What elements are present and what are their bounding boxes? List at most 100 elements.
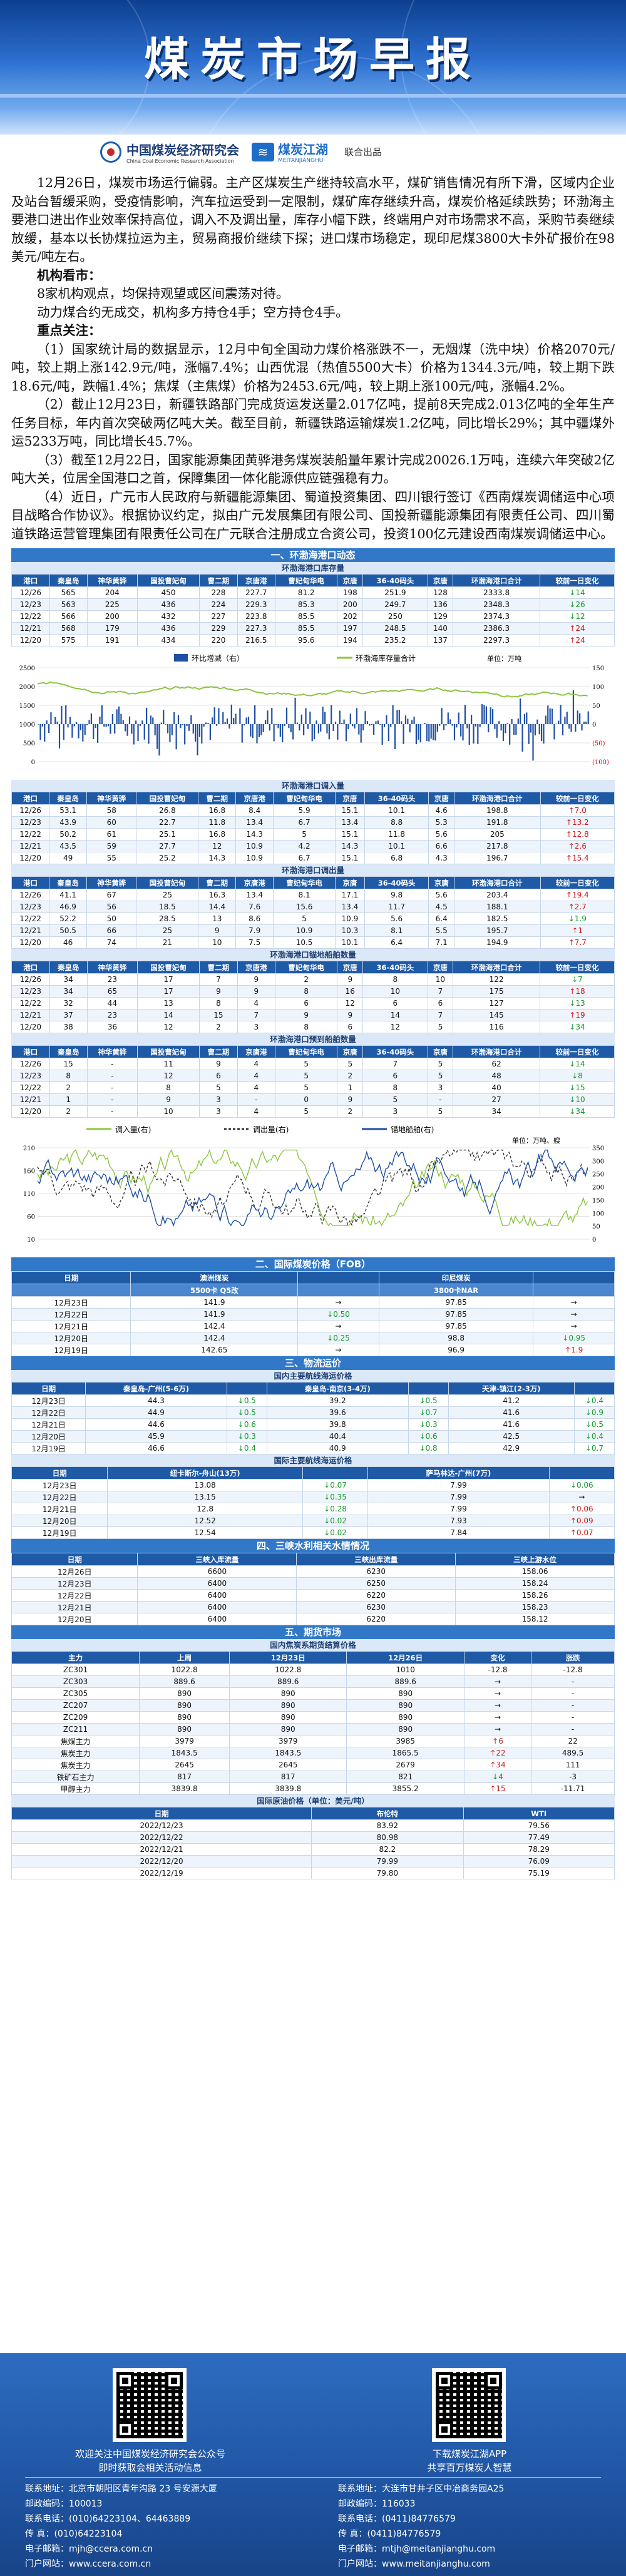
table-cell: 15.6 — [273, 901, 336, 913]
table-cell: 1865.5 — [346, 1747, 464, 1759]
table-row: 12/23 8-12 6 4 5 2 6 5 48 ↓8 — [11, 1070, 615, 1082]
table-cell: 44.6 — [85, 1418, 227, 1431]
table-cell: 1 — [337, 1081, 364, 1094]
table-cell: 4.5 — [428, 901, 454, 913]
column-header: 三峡入库流量 — [137, 1553, 297, 1566]
table-cell: 200 — [86, 610, 138, 623]
table-cell: 9.8 — [364, 889, 429, 901]
table-cell: 158.26 — [455, 1589, 615, 1602]
table-cell: 67 — [86, 889, 137, 901]
news-item-2: （2）截止12月23日，新疆铁路部门完成货运发送量2.017亿吨，提前8天完成2… — [11, 397, 615, 449]
change-bar — [570, 724, 572, 732]
table-cell: ↑7.0 — [540, 804, 615, 817]
table-cell: 39.6 — [266, 1406, 409, 1419]
table-cell: 7.6 — [235, 901, 274, 913]
change-bar — [307, 724, 309, 729]
table-cell: 890 — [346, 1699, 464, 1712]
table-cell: 6400 — [137, 1577, 297, 1590]
table-cell: 5.6 — [428, 828, 454, 841]
change-bar — [215, 724, 218, 726]
table-cell: 13.4 — [334, 901, 365, 913]
table-cell: ↓0.7 — [408, 1406, 449, 1419]
column-header: 港口 — [11, 876, 50, 889]
table-cell: 16 — [337, 985, 364, 998]
change-bar — [379, 724, 381, 725]
y-tick-label: 2000 — [19, 684, 35, 691]
change-bar — [392, 705, 394, 724]
change-bar — [110, 724, 111, 734]
column-header: 日期 — [11, 1382, 86, 1395]
table-cell: 6400 — [137, 1613, 297, 1625]
table-cell: 21 — [136, 936, 199, 949]
change-bar — [566, 712, 568, 724]
table-cell: 227 — [199, 610, 238, 623]
change-bar — [175, 724, 177, 750]
chart-unit: 单位：万吨 — [487, 654, 521, 663]
table-cell: ↑7.7 — [540, 936, 615, 949]
change-bar — [496, 724, 498, 738]
table-cell: 3839.8 — [229, 1782, 347, 1795]
table-cell: 7.5 — [235, 936, 274, 949]
table-cell: 5 — [362, 1093, 428, 1106]
column-header: 港口 — [11, 1045, 50, 1058]
change-bar — [247, 717, 250, 724]
futures-table: 主力 上周 12月23日 12月26日 变化 涨跌 ZC301 1022.8 1022.8 101… — [11, 1651, 615, 1795]
table-row: 12/22 566 200 432 227 223.8 85.5 202 250 129 2374.… — [11, 610, 615, 623]
column-header: 神华黄骅 — [86, 574, 138, 587]
table-cell: 7.1 — [428, 936, 454, 949]
change-bar — [577, 710, 578, 724]
change-bar — [224, 722, 226, 724]
change-bar — [553, 724, 555, 740]
table-cell: 122 — [453, 973, 540, 986]
table-cell: ↓10 — [539, 1093, 615, 1106]
table-cell: 1010 — [346, 1664, 464, 1676]
table-cell: 40.4 — [266, 1430, 409, 1443]
change-bar — [198, 724, 201, 737]
ccera-contact: 联系地址：北京市朝阳区青年沟路 23 号安源大厦 邮政编码：100013 联系电话：… — [25, 2481, 217, 2572]
column-header: 变化 — [463, 1651, 532, 1664]
table-cell: 2386.3 — [453, 622, 540, 635]
column-header: 神华黄骅 — [86, 1045, 138, 1058]
table-cell: 4 — [237, 997, 275, 1009]
mjh-app-qr-code[interactable] — [432, 2368, 506, 2442]
section-hydro: 四、三峡水利相关水情情况 日期 三峡入库流量 三峡出库流量 三峡上游水位 12月26日 6… — [11, 1539, 615, 1625]
change-bar — [282, 724, 284, 743]
column-header: 环渤海港口合计 — [453, 792, 541, 805]
ccera-qr-code[interactable] — [113, 2368, 187, 2442]
change-bar — [235, 713, 237, 724]
column-header: 曹妃甸华电 — [274, 1045, 338, 1058]
table-cell: 1843.5 — [229, 1747, 347, 1759]
table-row: ZC301 1022.8 1022.8 1010 -12.8 -12.8 — [11, 1664, 615, 1676]
change-bar — [222, 712, 224, 724]
column-header: 萨马林达-广州(7万) — [367, 1466, 550, 1480]
table-cell: 4.6 — [428, 804, 454, 817]
table-cell: 128 — [427, 586, 454, 599]
table-cell: 12/21 — [11, 1009, 50, 1021]
table-cell: 7.99 — [367, 1479, 550, 1491]
table-row: 12月23日 6400 6250 158.24 — [11, 1577, 615, 1590]
table-cell: 1843.5 — [139, 1747, 230, 1759]
table-cell: → — [297, 1344, 379, 1356]
section-futures: 五、期货市场 国内焦炭系期货结算价格 主力 上周 12月23日 12月26日 变化 涨跌 Z… — [11, 1625, 615, 1879]
table-cell: ZC303 — [11, 1675, 140, 1688]
table-row: 12月19日 12.54 ↓0.02 7.84 ↑0.07 — [11, 1526, 615, 1539]
column-header: 环渤海港口合计 — [453, 876, 541, 889]
change-bar — [228, 724, 230, 729]
table-cell: ↑12.8 — [540, 828, 615, 841]
change-bar — [528, 724, 530, 744]
column-header: 三峡上游水位 — [455, 1553, 615, 1566]
column-header: 日期 — [11, 1271, 131, 1284]
table-cell: ↑6 — [463, 1735, 532, 1747]
table-cell: → — [463, 1675, 532, 1688]
change-bar — [111, 713, 113, 724]
column-header: 神华黄骅 — [86, 792, 137, 805]
change-bar — [564, 717, 566, 724]
table-cell: → — [463, 1699, 532, 1712]
right-caption: 下载煤炭江湖APP — [432, 2448, 507, 2460]
change-bar — [558, 720, 560, 724]
y-tick-label: 1000 — [19, 722, 35, 728]
change-bar — [426, 724, 428, 742]
table-row: 12/26 565 204 450 228 227.7 81.2 198 251.9 128 233… — [11, 586, 615, 599]
column-header: 36-40码头 — [362, 961, 428, 974]
table-cell: 85.5 — [274, 622, 338, 635]
